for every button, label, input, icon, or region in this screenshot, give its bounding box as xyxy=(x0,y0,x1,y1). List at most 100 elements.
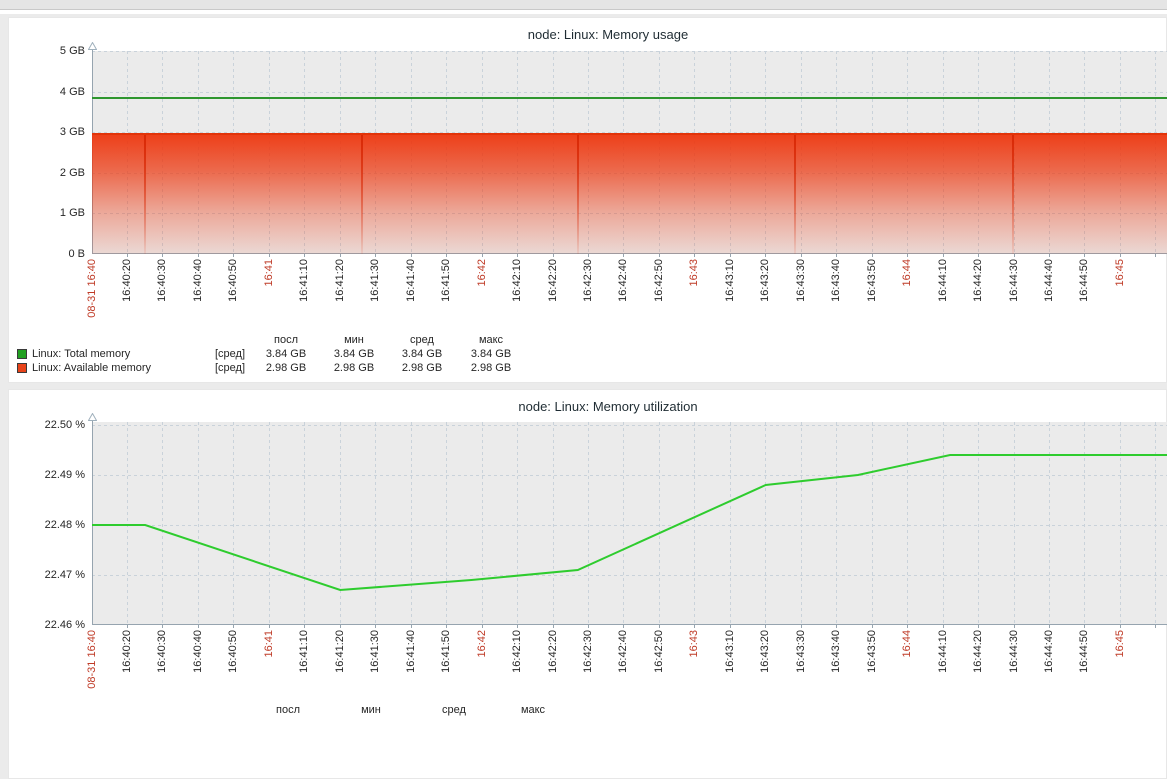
gridline-vertical xyxy=(765,422,767,625)
gridline-horizontal xyxy=(92,575,1167,576)
tick-mark xyxy=(410,625,412,628)
legend-header: посл xyxy=(274,334,298,346)
x-axis-label: 16:44:10 xyxy=(936,630,949,673)
legend-swatch xyxy=(17,349,27,359)
legend-aggregation: [сред] xyxy=(215,348,246,360)
series-total-memory-line xyxy=(92,97,1167,100)
tick-mark xyxy=(1155,625,1157,628)
legend-value: 3.84 GB xyxy=(333,348,375,360)
x-axis-label: 16:44:30 xyxy=(1007,259,1020,302)
gridline-vertical xyxy=(1048,422,1050,625)
x-axis-label: 16:40:40 xyxy=(191,259,204,302)
tick-mark xyxy=(1155,254,1157,257)
legend-header: мин xyxy=(361,704,381,716)
y-axis-label: 4 GB xyxy=(59,85,85,98)
x-axis-label: 16:40:50 xyxy=(227,630,240,673)
x-axis-label: 16:43:50 xyxy=(865,259,878,302)
tick-mark xyxy=(942,625,944,628)
x-axis-label: 16:40:40 xyxy=(191,630,204,673)
y-axis-label: 1 GB xyxy=(59,207,85,220)
x-axis-label: 16:42:40 xyxy=(617,630,630,673)
x-axis-label: 16:42 xyxy=(475,630,488,658)
x-axis-label: 16:42:50 xyxy=(652,630,665,673)
legend-header: макс xyxy=(520,704,546,716)
legend-header: мин xyxy=(344,334,364,346)
x-axis-label: 16:43 xyxy=(688,630,701,658)
x-axis-label: 16:40:30 xyxy=(156,630,169,673)
tick-mark xyxy=(694,625,696,628)
x-axis-label: 16:41:20 xyxy=(333,259,346,302)
x-axis-label: 16:44:40 xyxy=(1042,630,1055,673)
legend-swatch xyxy=(17,363,27,373)
graph-panel-memory-usage: node: Linux: Memory usage 5 GB 4 GB 3 GB 2 … xyxy=(8,17,1167,383)
plot-area-memory-usage[interactable]: 5 GB 4 GB 3 GB 2 GB 1 GB 0 B 08-31 16:40 16:40:… xyxy=(60,41,1167,318)
x-axis-label: 16:41:50 xyxy=(440,259,453,302)
plot-area-memory-utilization[interactable]: 22.50 % 22.49 % 22.48 % 22.47 % 22.46 % 08-31… xyxy=(45,412,1167,689)
tick-mark xyxy=(623,625,625,628)
tick-mark xyxy=(694,254,696,257)
legend-header: сред xyxy=(410,334,434,346)
tick-mark xyxy=(410,254,412,257)
x-axis-label: 16:42:20 xyxy=(546,259,559,302)
x-axis-label: 16:40:20 xyxy=(121,259,133,302)
gridline-vertical xyxy=(694,422,696,625)
gridline-vertical xyxy=(481,422,483,625)
gridline-vertical xyxy=(552,422,554,625)
gridline-horizontal xyxy=(92,51,1167,52)
gridline-vertical xyxy=(836,422,838,625)
tick-mark xyxy=(587,254,589,257)
y-axis-label: 22.50 % xyxy=(44,419,85,431)
tick-mark xyxy=(1084,625,1086,628)
tick-mark xyxy=(375,254,377,257)
tick-mark xyxy=(836,625,838,628)
gridline-vertical xyxy=(233,422,235,625)
x-axis-label: 16:44 xyxy=(901,259,914,287)
x-axis-label: 16:44:30 xyxy=(1007,630,1020,673)
tick-mark xyxy=(162,254,164,257)
tick-mark xyxy=(481,254,483,257)
tick-mark xyxy=(197,254,199,257)
legend-value: 3.84 GB xyxy=(470,348,512,360)
tick-mark xyxy=(1119,625,1121,628)
x-axis-label: 16:41:10 xyxy=(298,259,311,302)
gridline-vertical xyxy=(375,422,377,625)
x-axis-label: 16:42:30 xyxy=(581,630,594,673)
tick-mark xyxy=(197,625,199,628)
x-axis-label: 16:43:40 xyxy=(830,259,843,302)
gridline-vertical xyxy=(517,422,519,625)
graph-title: node: Linux: Memory usage xyxy=(527,27,689,42)
y-axis-label: 5 GB xyxy=(59,45,85,57)
x-axis-label: 16:42:10 xyxy=(511,630,524,673)
gridline-vertical xyxy=(658,422,660,625)
series-area-seam xyxy=(1012,135,1014,254)
x-axis-label: 16:41:40 xyxy=(404,630,417,673)
graph-panel-memory-utilization: node: Linux: Memory utilization 22.50 % 2… xyxy=(8,389,1167,779)
gridline-vertical xyxy=(1155,422,1157,625)
tick-mark xyxy=(1048,625,1050,628)
tick-mark xyxy=(978,254,980,257)
gridline-vertical xyxy=(1119,422,1121,625)
legend-value: 2.98 GB xyxy=(265,362,307,374)
x-axis-label: 16:43:40 xyxy=(830,630,843,673)
axis-arrow-icon xyxy=(87,408,98,426)
gridline-vertical xyxy=(268,422,270,625)
tick-mark xyxy=(339,625,341,628)
gridline-vertical xyxy=(800,422,802,625)
tick-mark xyxy=(517,254,519,257)
gridline-vertical xyxy=(623,422,625,625)
gridline-horizontal xyxy=(92,132,1167,134)
y-axis-label: 3 GB xyxy=(59,126,85,139)
tick-mark xyxy=(1013,254,1015,257)
legend-value: 2.98 GB xyxy=(333,362,375,374)
x-axis-label: 16:45 xyxy=(1113,630,1126,658)
series-memory-utilization-line xyxy=(92,422,1167,630)
x-axis-label: 16:42 xyxy=(475,259,488,287)
series-area-seam xyxy=(144,135,146,254)
x-axis-label: 16:40:20 xyxy=(121,630,133,673)
x-axis-label: 16:43:30 xyxy=(794,259,807,302)
x-axis-label: 16:44:50 xyxy=(1078,259,1091,302)
legend-series-label: Linux: Available memory xyxy=(32,362,152,374)
legend-aggregation: [сред] xyxy=(215,362,246,374)
x-axis-label: 08-31 16:40 xyxy=(86,259,98,318)
y-axis-label: 0 B xyxy=(68,248,85,260)
